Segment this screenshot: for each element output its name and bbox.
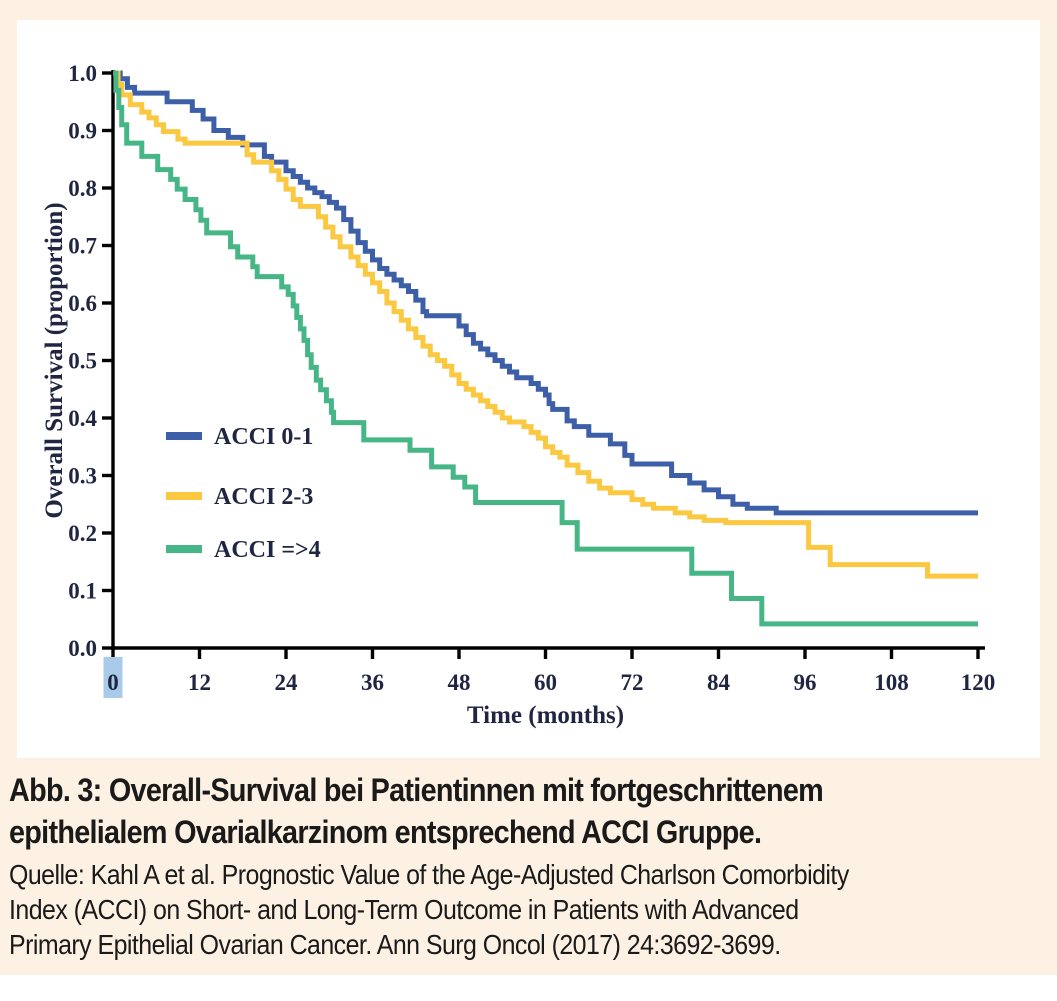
y-tick-label: 0.6 (68, 291, 97, 316)
y-tick-label: 0.9 (68, 119, 97, 144)
legend-swatch (166, 432, 202, 440)
caption-source-line1: Quelle: Kahl A et al. Prognostic Value o… (9, 859, 849, 890)
axis-labels: 0.0 0.1 0.2 0.3 0.4 0.5 0.6 0.7 0.8 0.9 1.0 0 12 24 36… (41, 61, 995, 729)
x-tick-label: 60 (534, 670, 557, 695)
x-tick-label: 120 (961, 670, 996, 695)
y-tick-label: 0.5 (68, 349, 97, 374)
legend-swatch (166, 492, 202, 500)
legend-label: ACCI =>4 (214, 537, 321, 563)
y-tick-label: 0.2 (68, 521, 97, 546)
x-tick-label: 24 (275, 670, 299, 695)
caption-source-line2: Index (ACCI) on Short- and Long-Term Out… (9, 894, 799, 925)
x-tick-label: 48 (448, 670, 471, 695)
x-tick-label: 84 (707, 670, 731, 695)
y-tick-label: 0.1 (68, 579, 97, 604)
x-axis-title: Time (months) (467, 702, 624, 729)
curve-acci-2-3 (113, 70, 978, 579)
x-tick-label: 12 (188, 670, 211, 695)
y-tick-label: 0.4 (68, 406, 97, 431)
y-tick-label: 0.8 (68, 176, 97, 201)
legend-label: ACCI 0-1 (214, 424, 313, 450)
caption-title-line1: Abb. 3: Overall-Survival bei Patientinne… (9, 772, 824, 808)
curve-acci-0-1 (113, 70, 978, 516)
km-chart-panel: 0.0 0.1 0.2 0.3 0.4 0.5 0.6 0.7 0.8 0.9 1.0 0 12 24 36… (17, 20, 1040, 758)
x-tick-label: 72 (621, 670, 644, 695)
legend: ACCI 0-1 ACCI 2-3 ACCI =>4 (166, 424, 321, 563)
y-axis-title: Overall Survival (proportion) (41, 202, 68, 518)
y-tick-label: 0.3 (68, 464, 97, 489)
figure-caption: Abb. 3: Overall-Survival bei Patientinne… (9, 769, 1053, 962)
y-tick-label: 0.0 (68, 636, 97, 661)
caption-source-line3: Primary Epithelial Ovarian Cancer. Ann S… (9, 929, 781, 960)
x-tick-label: 0 (107, 670, 119, 695)
y-tick-label: 1.0 (68, 61, 97, 86)
axis-ticks (102, 71, 980, 659)
x-tick-label: 36 (361, 670, 384, 695)
legend-label: ACCI 2-3 (214, 484, 313, 510)
y-tick-label: 0.7 (68, 234, 97, 259)
survival-curves (113, 70, 978, 627)
curve-acci-4 (113, 70, 978, 627)
caption-title-line2: epithelialem Ovarialkarzinom entsprechen… (9, 814, 762, 850)
x-tick-highlight (103, 657, 123, 698)
x-tick-label: 108 (874, 670, 909, 695)
km-survival-chart: 0.0 0.1 0.2 0.3 0.4 0.5 0.6 0.7 0.8 0.9 1.0 0 12 24 36… (41, 61, 995, 729)
x-tick-label: 96 (794, 670, 817, 695)
legend-swatch (166, 545, 202, 553)
